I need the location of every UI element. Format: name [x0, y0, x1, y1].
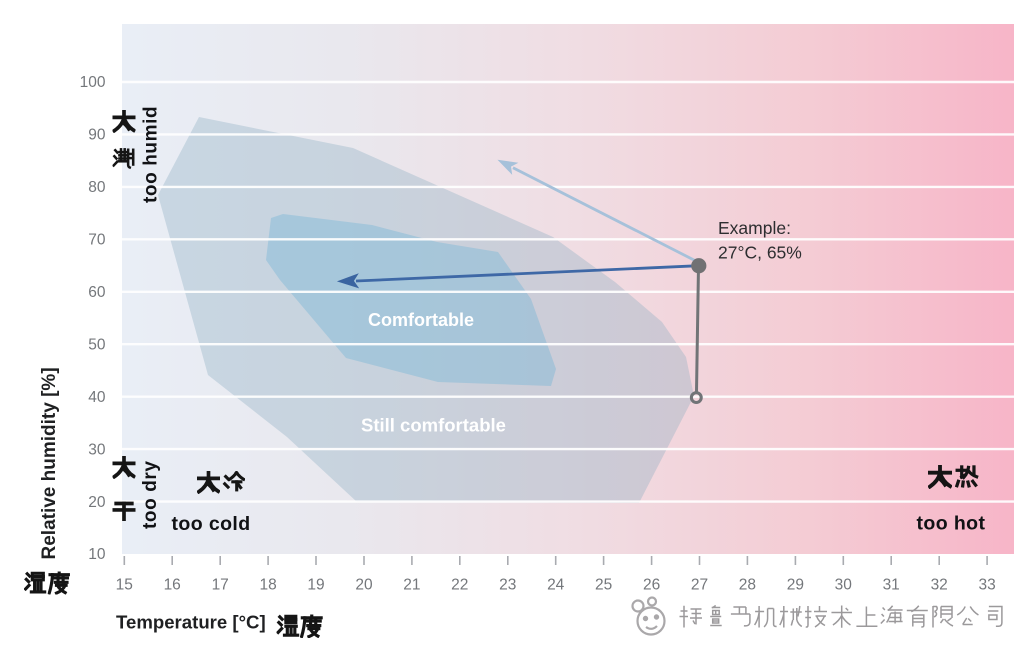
svg-text:23: 23 [499, 577, 516, 594]
svg-text:25: 25 [595, 577, 612, 594]
svg-text:29: 29 [787, 577, 804, 594]
svg-text:27°C, 65%: 27°C, 65% [718, 243, 802, 263]
svg-text:Relative humidity [%]: Relative humidity [%] [39, 367, 60, 559]
svg-text:26: 26 [643, 577, 660, 594]
svg-text:31: 31 [883, 577, 900, 594]
svg-text:10: 10 [88, 546, 106, 563]
svg-text:Comfortable: Comfortable [368, 310, 474, 330]
svg-text:80: 80 [88, 179, 106, 196]
svg-text:70: 70 [88, 232, 106, 249]
svg-text:22: 22 [451, 577, 468, 594]
svg-text:15: 15 [116, 577, 133, 594]
svg-text:too humid: too humid [141, 106, 162, 203]
svg-text:60: 60 [88, 284, 106, 301]
svg-text:too cold: too cold [172, 513, 251, 535]
svg-text:100: 100 [80, 74, 106, 91]
svg-text:too dry: too dry [140, 460, 161, 529]
svg-text:21: 21 [403, 577, 420, 594]
svg-text:19: 19 [307, 577, 324, 594]
svg-text:20: 20 [88, 494, 106, 511]
svg-text:30: 30 [88, 441, 106, 458]
svg-text:33: 33 [978, 577, 995, 594]
svg-text:Still comfortable: Still comfortable [361, 415, 506, 436]
svg-text:24: 24 [547, 577, 565, 594]
svg-text:50: 50 [88, 336, 106, 353]
svg-text:16: 16 [164, 577, 181, 594]
svg-text:90: 90 [88, 127, 106, 144]
svg-text:32: 32 [931, 577, 948, 594]
svg-text:30: 30 [835, 577, 853, 594]
svg-text:28: 28 [739, 577, 756, 594]
svg-text:18: 18 [259, 577, 276, 594]
svg-text:17: 17 [212, 577, 229, 594]
svg-text:Temperature [°C]: Temperature [°C] [116, 612, 266, 633]
svg-text:40: 40 [88, 389, 106, 406]
svg-text:Example:: Example: [718, 218, 791, 238]
svg-text:27: 27 [691, 577, 708, 594]
svg-text:20: 20 [355, 577, 373, 594]
svg-text:too hot: too hot [917, 513, 986, 535]
